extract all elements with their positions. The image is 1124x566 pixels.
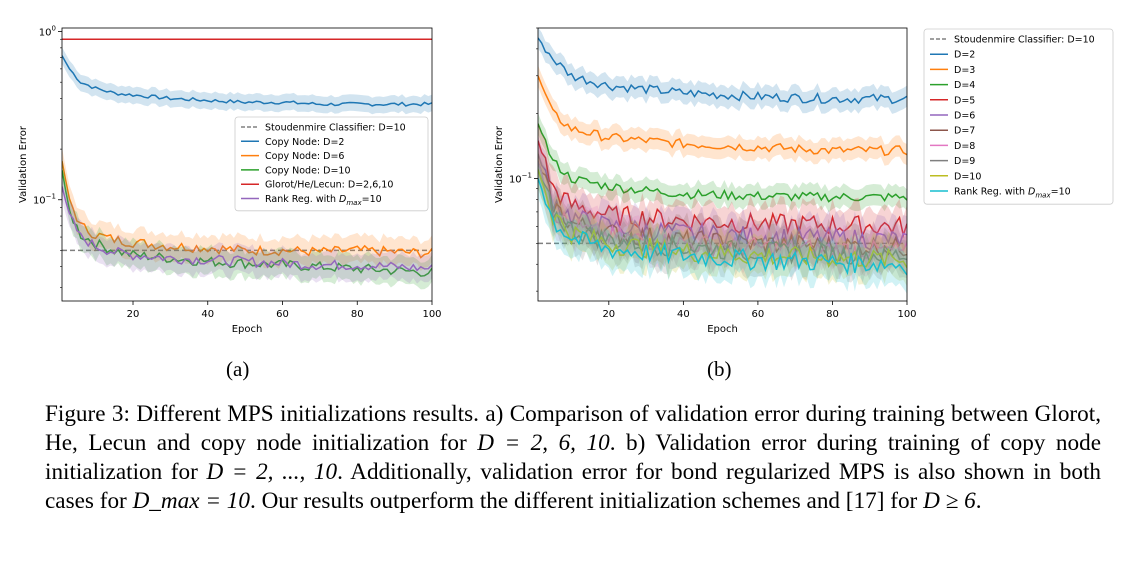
- subfigure-label-a: (a): [226, 357, 250, 381]
- subfigure-label-b: (b): [707, 357, 732, 381]
- caption-eq-d-geq: D ≥ 6: [923, 488, 976, 514]
- legend-label-stoudenmire-classifier-d-10: Stoudenmire Classifier: D=10: [265, 123, 406, 134]
- series-copy-node-d-10-line: [62, 169, 432, 277]
- legend-label-rank-reg-with-d-max-10: Rank Reg. with Dmax=10: [954, 187, 1071, 200]
- plot-frame: [537, 27, 908, 302]
- x-tick-label-80: 80: [826, 309, 839, 320]
- legend-label-d-4: D=4: [954, 80, 975, 91]
- legend-label-copy-node-d-2: Copy Node: D=2: [265, 137, 344, 148]
- series-d-4-band: [538, 113, 907, 213]
- legend-label-d-8: D=8: [954, 141, 975, 152]
- legend-text-sub: max: [1035, 192, 1051, 200]
- legend-text: Rank Reg. with: [954, 187, 1028, 198]
- y-tick-label: 10−1: [509, 172, 532, 186]
- series-d-3-line: [538, 75, 907, 157]
- y-axis-label: Validation Error: [18, 125, 29, 203]
- series-d-8-line: [538, 161, 907, 263]
- series-d-3-band: [538, 65, 907, 166]
- caption-eq-dmax: D_max = 10: [132, 488, 250, 514]
- y-tick-exponent: −1: [46, 193, 56, 201]
- x-tick-label-60: 60: [752, 309, 765, 320]
- legend-label-copy-node-d-10: Copy Node: D=10: [265, 165, 351, 176]
- chart-panel-b: 20 40 60 80 100 Epoch Validation Error 10−1 Stou…: [494, 27, 1114, 335]
- series-copy-node-d-2-band: [62, 47, 432, 115]
- series-d-4-line: [538, 123, 907, 203]
- legend-text-rest: =10: [362, 194, 382, 205]
- series-d-2-line: [538, 37, 907, 105]
- legend-label-d-7: D=7: [954, 126, 975, 137]
- legend-label-stoudenmire-classifier-d-10: Stoudenmire Classifier: D=10: [954, 35, 1095, 46]
- legend-box: [923, 28, 1114, 205]
- x-tick-label-100: 100: [897, 309, 916, 320]
- x-tick-label-80: 80: [351, 309, 364, 320]
- legend-text-rest: =10: [1051, 187, 1071, 198]
- x-tick-label-40: 40: [201, 309, 214, 320]
- y-axis-label: Validation Error: [494, 125, 505, 203]
- legend-label-d-2: D=2: [954, 50, 975, 61]
- series-rank-reg-with-d-max-10-band: [62, 173, 432, 284]
- caption-suffix: .: [975, 488, 982, 514]
- legend-label-d-3: D=3: [954, 65, 975, 76]
- y-tick-label: 10−1: [33, 193, 56, 207]
- x-tick-label-20: 20: [127, 309, 140, 320]
- x-tick-label-20: 20: [602, 309, 615, 320]
- legend-box: [234, 116, 429, 212]
- caption-mid-1: . b) Validation error during training of…: [45, 430, 1101, 485]
- x-axis-label: Epoch: [707, 324, 738, 335]
- series-d-8-band: [538, 142, 907, 279]
- caption-mid-2: . Additionally, validation error for bon…: [45, 459, 1101, 514]
- y-tick-base: 10: [39, 28, 52, 39]
- series-copy-node-d-2-line: [62, 55, 432, 107]
- legend-label-rank-reg-with-d-max-10: Rank Reg. with Dmax=10: [265, 194, 382, 207]
- series-copy-node-d-6-line: [62, 160, 432, 259]
- series-d-5-line: [538, 140, 907, 239]
- legend-text-d: D: [339, 194, 346, 205]
- series-copy-node-d-6-band: [62, 147, 432, 271]
- x-tick-label-40: 40: [677, 309, 690, 320]
- legend-label-d-5: D=5: [954, 95, 975, 106]
- caption-eq-d-values: D = 2, 6, 10: [477, 430, 610, 456]
- legend: Stoudenmire Classifier: D=10 D=2 D=3 D=4 D=5…: [923, 28, 1114, 205]
- series-rank-reg-with-d-max-10-line: [538, 178, 907, 276]
- legend-label-d-9: D=9: [954, 156, 975, 167]
- y-tick-base: 10: [509, 175, 522, 186]
- plot-frame: [61, 27, 433, 302]
- y-tick-exponent: 0: [52, 25, 56, 33]
- legend-label-d-6: D=6: [954, 111, 975, 122]
- x-tick-label-60: 60: [276, 309, 289, 320]
- x-axis-label: Epoch: [232, 324, 263, 335]
- series-rank-reg-with-d-max-10-band: [538, 159, 907, 294]
- plot-area: [62, 38, 432, 290]
- series-copy-node-d-10-band: [62, 156, 432, 290]
- series-d-2-band: [538, 28, 907, 114]
- legend-label-copy-node-d-6: Copy Node: D=6: [265, 151, 344, 162]
- legend-text-d: D: [1028, 187, 1035, 198]
- caption-prefix: Figure 3: Different MPS initializations …: [45, 401, 1101, 456]
- series-d-10-band: [538, 151, 907, 287]
- legend-label-d-10: D=10: [954, 171, 981, 182]
- plot-area: [538, 28, 907, 294]
- caption-eq-d-range: D = 2, ..., 10: [206, 459, 338, 485]
- y-tick-exponent: −1: [522, 172, 532, 180]
- y-tick-base: 10: [33, 196, 46, 207]
- legend: Stoudenmire Classifier: D=10 Copy Node: D…: [234, 116, 429, 212]
- legend-text-sub: max: [346, 199, 362, 207]
- series-rank-reg-with-d-max-10-line: [62, 186, 432, 272]
- caption-mid-3: . Our results outperform the different i…: [249, 488, 924, 514]
- legend-text: Rank Reg. with: [265, 194, 339, 205]
- series-d-10-line: [538, 169, 907, 269]
- figure-caption: Figure 3: Different MPS initializations …: [45, 400, 1101, 516]
- x-tick-label-100: 100: [422, 309, 441, 320]
- legend-label-glorot-he-lecun-d-2-6-10: Glorot/He/Lecun: D=2,6,10: [265, 180, 393, 191]
- y-tick-label: 100: [39, 25, 56, 39]
